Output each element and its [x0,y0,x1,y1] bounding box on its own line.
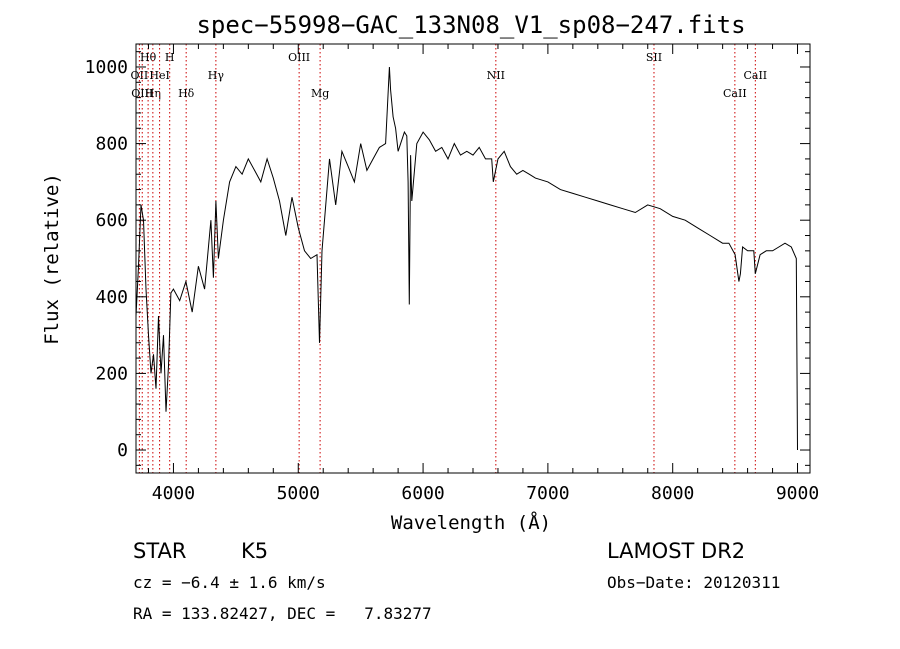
line-marker-label: Hδ [178,87,195,100]
line-marker-label: Hθ [140,51,157,64]
line-marker-label: OII [131,69,149,82]
line-marker-label: Hγ [208,69,225,82]
survey-name: LAMOST DR2 [607,539,746,563]
y-tick-label: 1000 [85,57,128,78]
line-marker-label: OIII [288,51,310,64]
y-tick-label: 0 [117,440,128,461]
x-tick-label: 7000 [526,483,569,504]
line-marker-label: HeI [149,69,169,82]
y-tick-label: 200 [95,363,128,384]
object-class: STAR [133,539,187,563]
spectrum-line [135,66,798,451]
redshift-cz: cz = −6.4 ± 1.6 km/s [133,573,326,592]
x-tick-label: 6000 [401,483,444,504]
x-tick-label: 4000 [152,483,195,504]
x-tick-label: 8000 [651,483,694,504]
line-marker-label: H [165,51,175,64]
x-tick-label: 9000 [776,483,819,504]
axes: 4000 5000 6000 7000 8000 9000 0 200 400 600 800 100… [85,44,819,504]
x-tick-label: 5000 [277,483,320,504]
line-marker-label: SII [646,51,662,64]
line-marker-label: CaII [743,69,767,82]
coordinates: RA = 133.82427, DEC = 7.83277 [133,604,432,623]
y-axis-label: Flux (relative) [41,173,63,345]
line-marker-label: NII [487,69,505,82]
line-marker-label: Hη [145,87,161,100]
y-tick-label: 400 [95,287,128,308]
observation-date: Obs−Date: 20120311 [607,573,781,592]
plot-frame [135,43,811,474]
x-axis-label: Wavelength (Å) [391,511,551,534]
line-marker-label: Mg [311,87,329,100]
chart-title: spec−55998−GAC_133N08_V1_sp08−247.fits [196,11,745,39]
y-tick-label: 600 [95,210,128,231]
line-marker-label: CaII [723,87,747,100]
object-subclass: K5 [241,539,269,563]
y-tick-label: 800 [95,134,128,155]
